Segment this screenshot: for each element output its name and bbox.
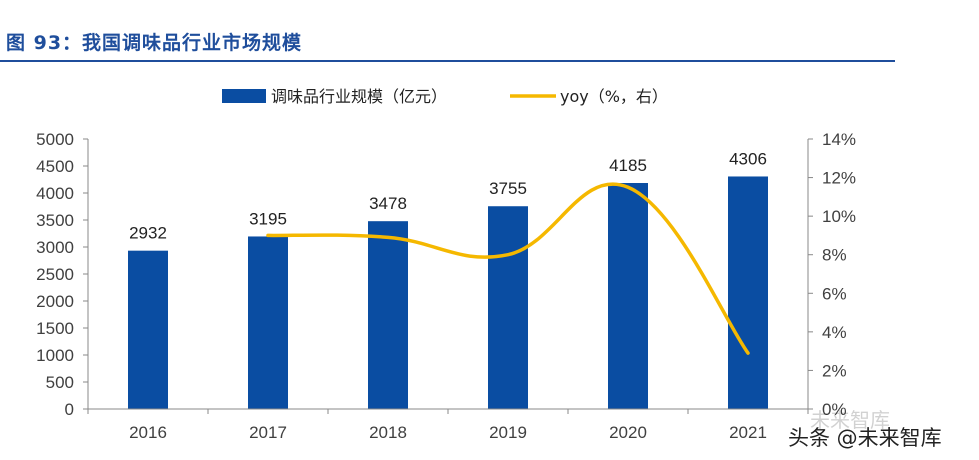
left-tick-label: 3500 [36,211,74,230]
bar-label-2020: 4185 [609,156,647,175]
right-tick-label: 4% [822,323,847,342]
left-tick-label: 0 [65,400,74,419]
legend-line-label: yoy（%，右） [560,87,668,106]
x-tick-label: 2017 [249,423,287,442]
bar-2019 [488,206,528,409]
right-tick-label: 12% [822,169,856,188]
left-tick-label: 5000 [36,130,74,149]
left-tick-label: 4500 [36,157,74,176]
bar-label-2019: 3755 [489,179,527,198]
left-tick-label: 500 [46,373,74,392]
yoy-line [266,182,750,355]
x-tick-label: 2021 [729,423,767,442]
right-tick-label: 8% [822,246,847,265]
right-tick-label: 14% [822,130,856,149]
left-tick-label: 1000 [36,346,74,365]
left-tick-label: 2500 [36,265,74,284]
right-tick-label: 6% [822,284,847,303]
title-underline [0,60,895,62]
bar-2020 [608,183,648,409]
bar-2017 [248,236,288,409]
legend-bar-swatch [222,89,266,103]
left-tick-label: 4000 [36,184,74,203]
right-tick-label: 2% [822,361,847,380]
x-tick-label: 2016 [129,423,167,442]
bar-label-2018: 3478 [369,194,407,213]
bar-label-2016: 2932 [129,224,167,243]
watermark-ghost: 未来智库 [810,408,890,432]
chart-title: 图 93：我国调味品行业市场规模 [6,32,303,54]
bar-label-2021: 4306 [729,149,767,168]
bar-2016 [128,250,168,409]
watermark-text: 头条 @未来智库 [788,426,942,450]
bar-2021 [728,176,768,409]
watermark: 未来智库 头条 @未来智库 [788,408,942,452]
left-tick-label: 1500 [36,319,74,338]
bar-2018 [368,221,408,409]
legend-bar-label: 调味品行业规模（亿元） [271,87,447,106]
left-tick-label: 3000 [36,238,74,257]
x-tick-label: 2018 [369,423,407,442]
x-tick-label: 2019 [489,423,527,442]
left-tick-label: 2000 [36,292,74,311]
right-tick-label: 0% [822,400,847,419]
right-tick-label: 10% [822,207,856,226]
bar-label-2017: 3195 [249,209,287,228]
x-tick-label: 2020 [609,423,647,442]
